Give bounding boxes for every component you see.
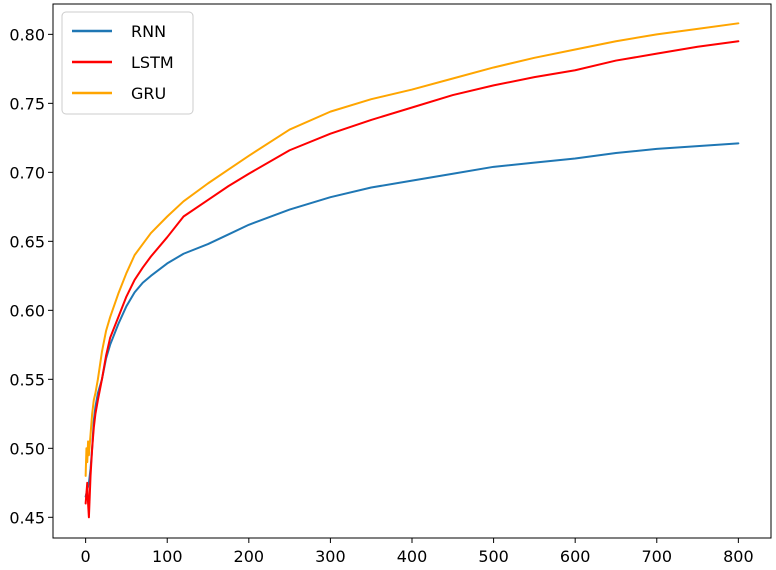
x-tick-label: 400 (397, 547, 428, 566)
y-tick-label: 0.55 (9, 370, 45, 389)
x-tick-label: 100 (152, 547, 183, 566)
x-tick-label: 600 (560, 547, 591, 566)
y-tick-label: 0.60 (9, 301, 45, 320)
y-tick-label: 0.80 (9, 25, 45, 44)
x-tick-label: 200 (234, 547, 265, 566)
y-tick-label: 0.45 (9, 508, 45, 527)
series-line-rnn (84, 142, 740, 498)
x-tick-label: 500 (478, 547, 509, 566)
series-line-lstm (84, 40, 740, 519)
series-line-gru (84, 22, 740, 477)
legend-box (61, 11, 194, 115)
y-tick-label: 0.65 (9, 232, 45, 251)
y-axis: 0.45 0.50 0.55 0.60 0.65 0.70 0.75 0.80 (9, 25, 53, 527)
x-tick-label: 700 (641, 547, 672, 566)
x-tick-label: 800 (723, 547, 754, 566)
series-layer (84, 22, 740, 519)
x-tick-label: 0 (81, 547, 91, 566)
y-tick-label: 0.50 (9, 439, 45, 458)
legend-label-gru: GRU (131, 84, 166, 103)
legend-label-lstm: LSTM (131, 53, 174, 72)
x-axis: 0 100 200 300 400 500 600 700 800 (81, 538, 754, 566)
y-tick-label: 0.70 (9, 163, 45, 182)
y-tick-label: 0.75 (9, 94, 45, 113)
legend-label-rnn: RNN (131, 22, 166, 41)
legend: RNN LSTM GRU (61, 11, 194, 115)
x-tick-label: 300 (315, 547, 346, 566)
